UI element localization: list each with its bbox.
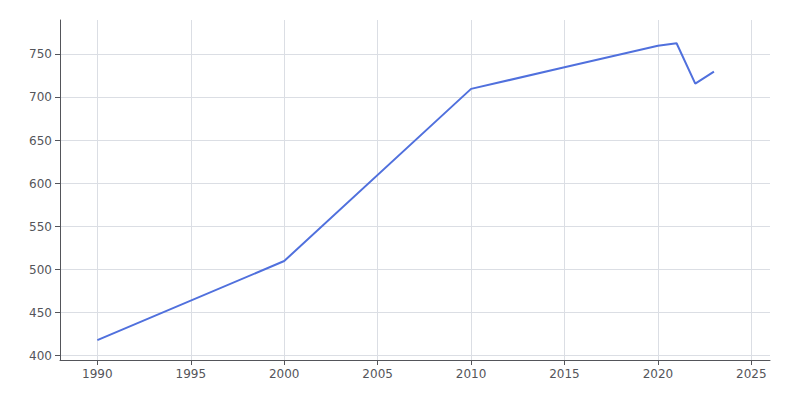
svg-text:2010: 2010 <box>456 367 487 381</box>
svg-text:550: 550 <box>29 220 52 234</box>
svg-text:2000: 2000 <box>269 367 300 381</box>
svg-text:750: 750 <box>29 47 52 61</box>
svg-text:2020: 2020 <box>643 367 674 381</box>
svg-text:1990: 1990 <box>82 367 113 381</box>
svg-text:400: 400 <box>29 349 52 363</box>
svg-text:2015: 2015 <box>549 367 580 381</box>
svg-text:600: 600 <box>29 177 52 191</box>
svg-text:650: 650 <box>29 134 52 148</box>
svg-text:1995: 1995 <box>176 367 207 381</box>
svg-text:450: 450 <box>29 306 52 320</box>
svg-text:500: 500 <box>29 263 52 277</box>
svg-text:2025: 2025 <box>736 367 767 381</box>
svg-text:2005: 2005 <box>362 367 393 381</box>
svg-text:700: 700 <box>29 90 52 104</box>
